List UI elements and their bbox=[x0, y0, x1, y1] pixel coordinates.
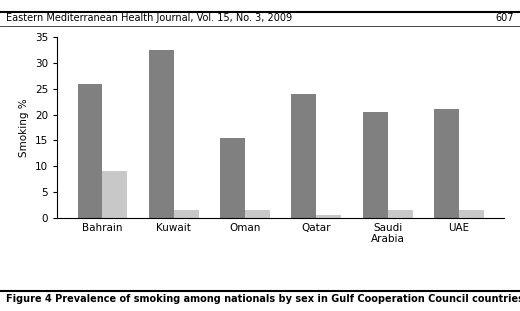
Text: 607: 607 bbox=[495, 13, 514, 23]
Bar bbox=[149, 50, 174, 218]
Bar bbox=[363, 112, 388, 218]
Bar bbox=[77, 84, 102, 218]
Text: Figure 4 Prevalence of smoking among nationals by sex in Gulf Cooperation Counci: Figure 4 Prevalence of smoking among nat… bbox=[6, 294, 520, 304]
Bar bbox=[434, 109, 459, 218]
Bar bbox=[317, 215, 342, 218]
Bar bbox=[174, 210, 199, 218]
Bar bbox=[102, 171, 127, 218]
Bar bbox=[388, 210, 413, 218]
Bar bbox=[459, 210, 484, 218]
Bar bbox=[245, 210, 270, 218]
Bar bbox=[292, 94, 317, 218]
Text: Eastern Mediterranean Health Journal, Vol. 15, No. 3, 2009: Eastern Mediterranean Health Journal, Vo… bbox=[6, 13, 292, 23]
Y-axis label: Smoking %: Smoking % bbox=[19, 98, 29, 157]
Bar bbox=[220, 138, 245, 218]
